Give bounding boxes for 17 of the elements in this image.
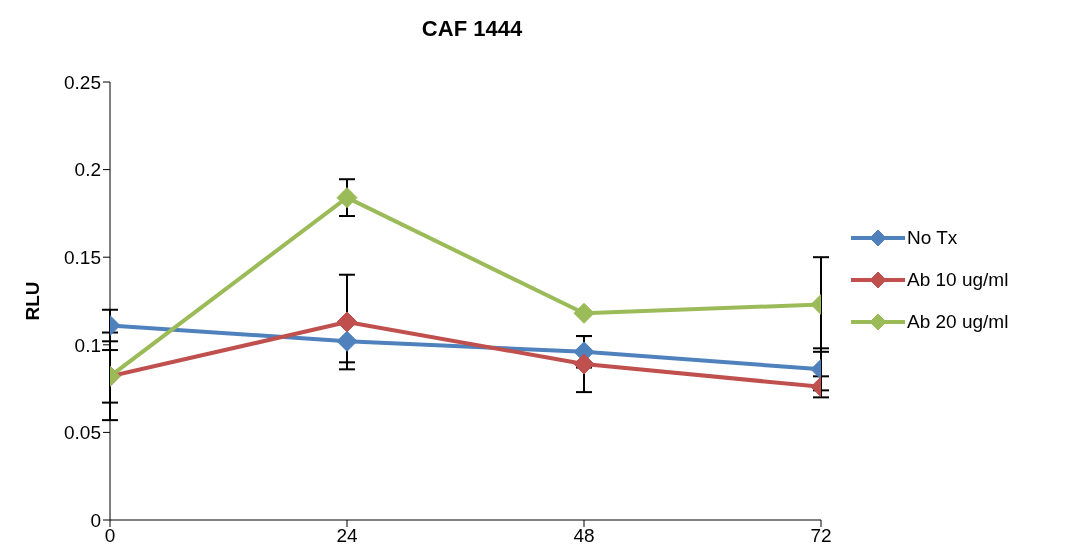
x-tick-label: 72 xyxy=(810,525,832,547)
y-tick-label: 0.05 xyxy=(64,422,101,444)
x-tick-label: 24 xyxy=(336,525,358,547)
y-tick-label: 0.25 xyxy=(64,71,101,93)
point xyxy=(573,353,595,375)
legend-label: Ab 20 ug/ml xyxy=(907,311,1009,333)
y-tick-label: 0 xyxy=(90,509,101,531)
y-tick-label: 0.15 xyxy=(64,246,101,268)
y-axis-title: RLU xyxy=(21,281,43,321)
y-tick-label: 0.2 xyxy=(74,159,101,181)
y-tick-label: 0.1 xyxy=(74,334,101,356)
legend-label: No Tx xyxy=(907,227,958,249)
point xyxy=(336,311,358,333)
x-tick-label: 48 xyxy=(573,525,595,547)
legend-label: Ab 10 ug/ml xyxy=(907,269,1009,291)
chart-title: CAF 1444 xyxy=(420,16,524,42)
x-tick-label: 0 xyxy=(104,525,116,547)
